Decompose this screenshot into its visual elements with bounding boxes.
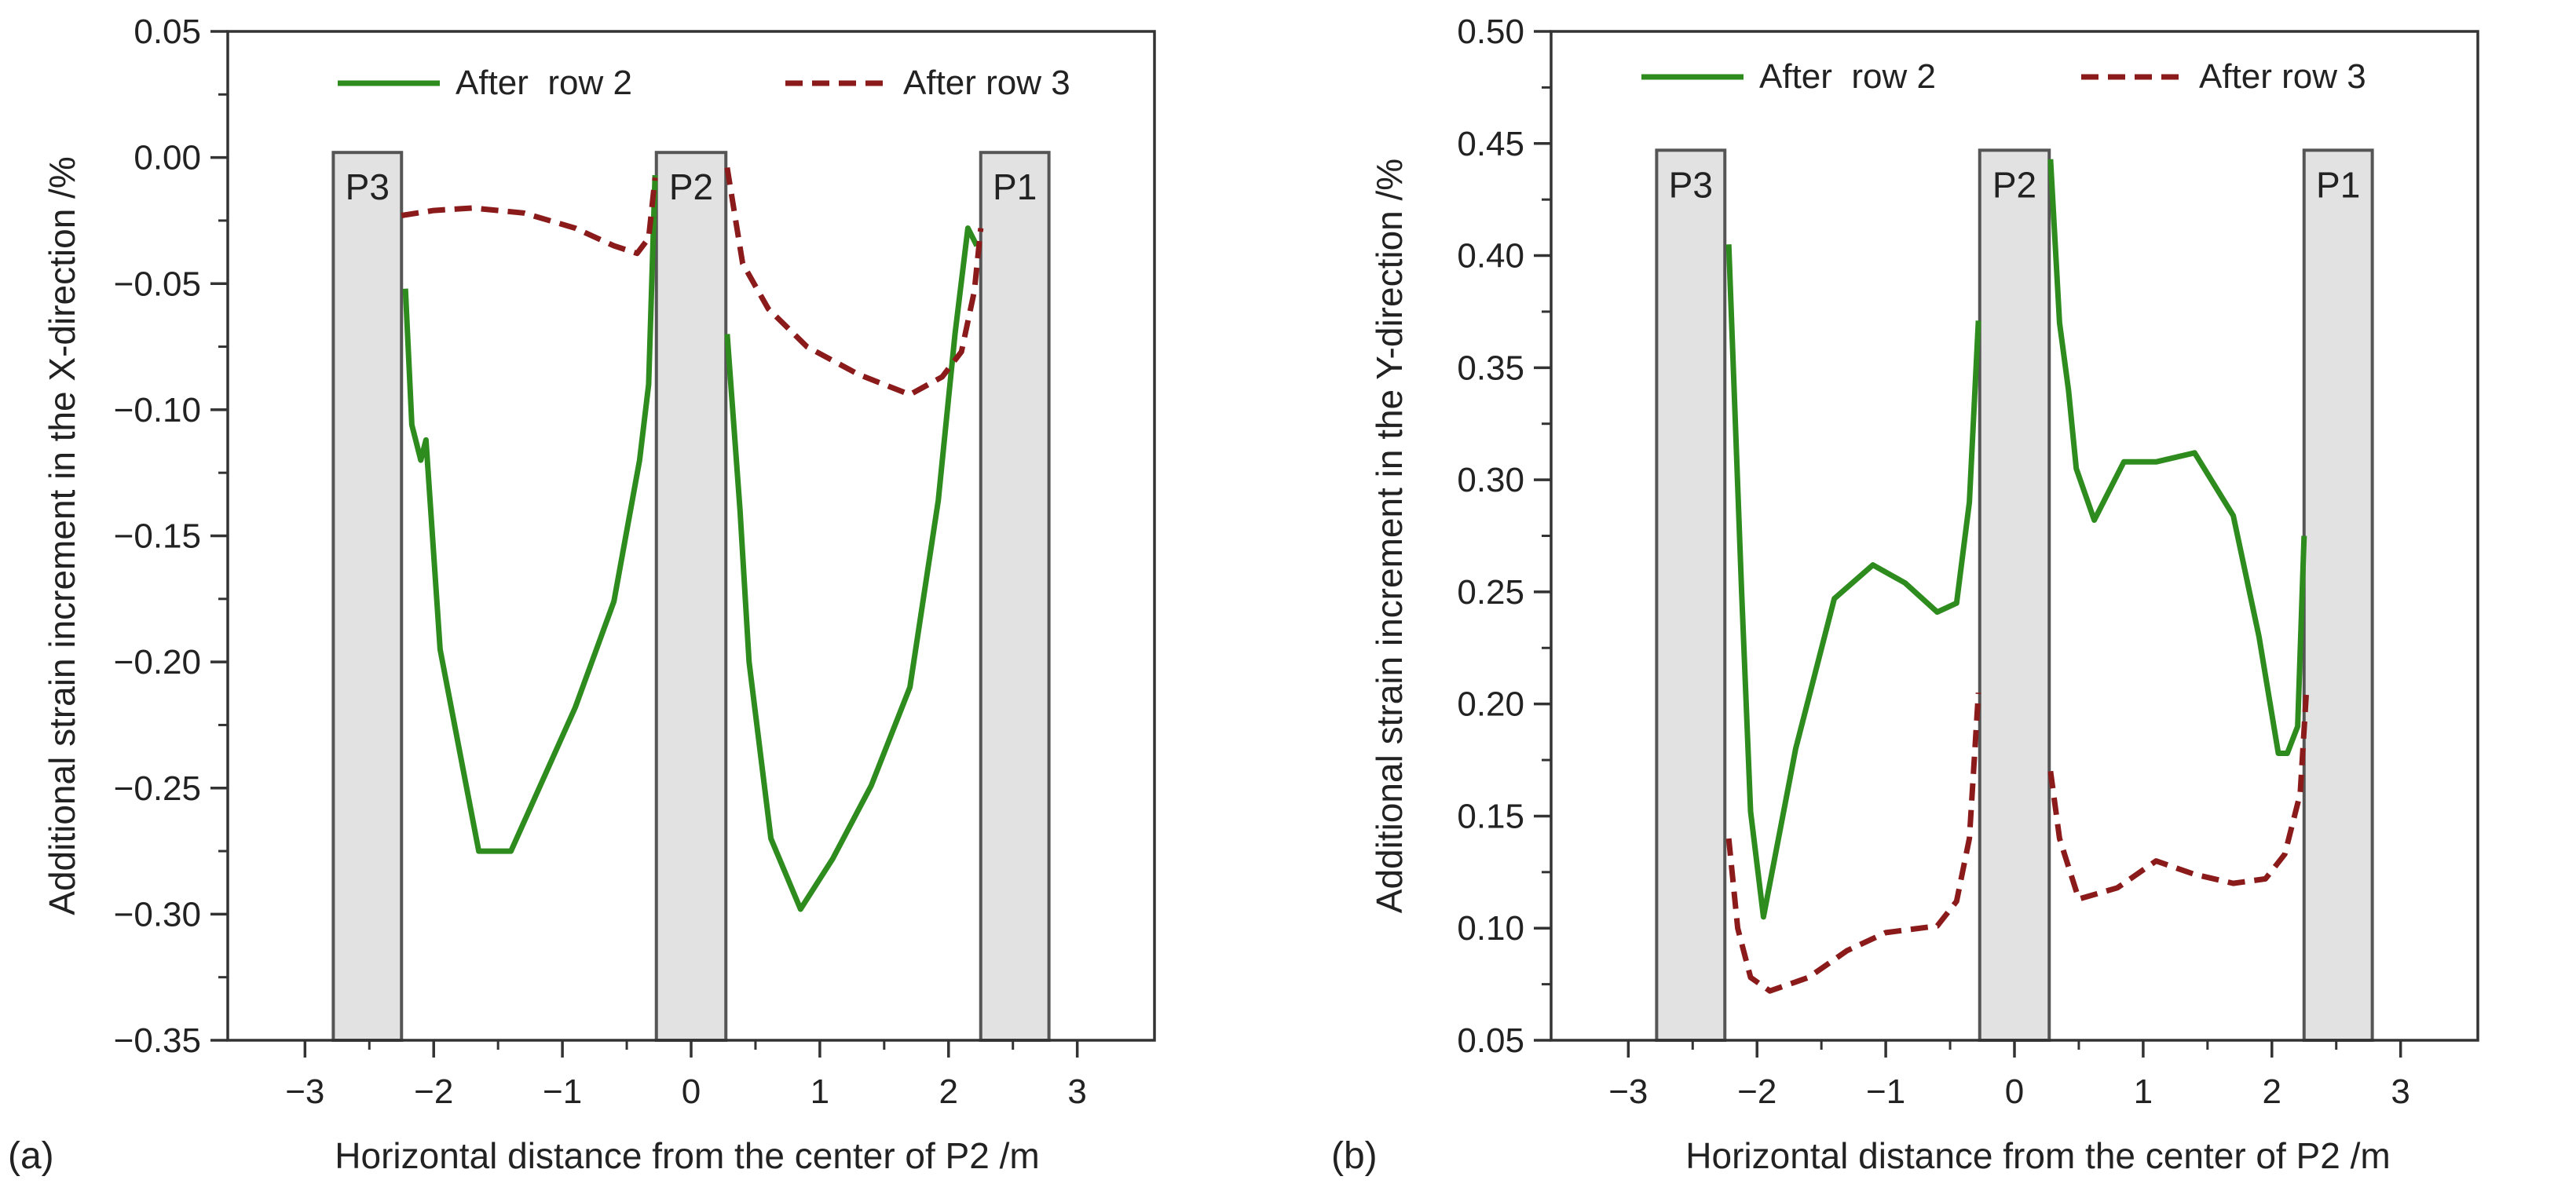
x-tick-label: 1 xyxy=(810,1072,829,1111)
y-tick-label: 0.25 xyxy=(1457,573,1524,612)
series-line-after-row-2-segment-1 xyxy=(402,174,658,854)
series-line-after-row-3-segment-2 xyxy=(2047,688,2310,902)
panel-b: P3 P2 P1 −3 −2 −1 0 1 2 3 0.500.450.400.350.300.… xyxy=(1331,13,2479,1177)
series-line-after-row-3-segment-1 xyxy=(401,177,658,257)
pile-label-p1: P1 xyxy=(993,166,1037,207)
x-tick-label: 0 xyxy=(682,1072,701,1111)
x-tick-label: 3 xyxy=(1067,1072,1086,1111)
pile-p1 xyxy=(2302,148,2374,1042)
y-tick-label: −0.05 xyxy=(114,265,201,303)
series-a xyxy=(401,166,984,912)
legend-label-after-row-3: After row 3 xyxy=(903,64,1070,102)
pile-p3 xyxy=(1655,148,1727,1042)
y-tick-label: 0.05 xyxy=(134,13,201,51)
y-tick-label: 0.35 xyxy=(1457,349,1524,387)
x-tick-label: −2 xyxy=(414,1072,453,1111)
panel-label-b: (b) xyxy=(1331,1135,1378,1177)
y-tick-label: 0.50 xyxy=(1457,13,1524,51)
y-tick-label: 0.10 xyxy=(1457,909,1524,948)
x-axis-title-a: Horizontal distance from the center of P… xyxy=(335,1135,1039,1176)
pile-label-p3: P3 xyxy=(1669,164,1713,205)
y-axis-title-b: Additional strain increment in the Y-dir… xyxy=(1369,159,1410,913)
y-axis-title-a: Additional strain increment in the X-dir… xyxy=(42,156,82,915)
piles-a: P3 P2 P1 xyxy=(331,151,1051,1043)
y-tick-label: −0.15 xyxy=(114,517,201,556)
series-line-after-row-3-segment-2 xyxy=(724,166,984,398)
y-tick-label: 0.30 xyxy=(1457,461,1524,499)
pile-label-p1: P1 xyxy=(2316,164,2360,205)
pile-p1 xyxy=(979,151,1051,1043)
y-tick-label: 0.20 xyxy=(1457,685,1524,724)
y-tick-label: 0.15 xyxy=(1457,797,1524,835)
series-line-after-row-2-segment-1 xyxy=(1725,244,1981,920)
panel-a: P3 P2 P1 −3 −2 −1 0 1 2 3 0.05 0.00 −0.05 −0.10 −0.1… xyxy=(8,13,1156,1177)
legend-label-after-row-3: After row 3 xyxy=(2199,57,2366,96)
y-tick-label: −0.10 xyxy=(114,391,201,429)
pile-p2 xyxy=(654,151,728,1043)
y-tick-label: 0.00 xyxy=(134,139,201,177)
pile-label-p2: P2 xyxy=(1992,164,2036,205)
x-tick-label: 2 xyxy=(2263,1072,2281,1111)
x-axis-ticks-b: −3 −2 −1 0 1 2 3 xyxy=(1608,1040,2410,1111)
y-tick-label: 0.40 xyxy=(1457,237,1524,276)
legend-label-after-row-2: After row 2 xyxy=(456,64,632,102)
pile-label-p2: P2 xyxy=(669,166,713,207)
y-tick-label: −0.30 xyxy=(114,895,201,933)
series-line-after-row-2-segment-2 xyxy=(2047,159,2307,756)
x-tick-label: −1 xyxy=(1866,1072,1905,1111)
pile-label-p3: P3 xyxy=(346,166,390,207)
pile-p2 xyxy=(1978,148,2051,1042)
x-axis-title-b: Horizontal distance from the center of P… xyxy=(1685,1135,2390,1176)
panel-label-a: (a) xyxy=(8,1135,54,1177)
y-tick-label: −0.35 xyxy=(114,1021,201,1060)
x-tick-label: 1 xyxy=(2134,1072,2153,1111)
x-tick-label: −3 xyxy=(1608,1072,1648,1111)
legend-label-after-row-2: After row 2 xyxy=(1759,57,1936,96)
y-axis-ticks-a: 0.05 0.00 −0.05 −0.10 −0.15 −0.20 −0.25 −0.30 −0… xyxy=(114,13,228,1060)
x-tick-label: −2 xyxy=(1737,1072,1776,1111)
x-tick-label: −1 xyxy=(543,1072,582,1111)
series-line-after-row-3-segment-1 xyxy=(1725,692,1981,994)
series-b xyxy=(1725,159,2310,994)
x-tick-label: 0 xyxy=(2005,1072,2024,1111)
series-line-after-row-2-segment-2 xyxy=(724,225,979,912)
x-tick-label: −3 xyxy=(285,1072,324,1111)
y-tick-label: 0.45 xyxy=(1457,125,1524,163)
y-axis-ticks-b: 0.50 0.45 0.40 0.35 0.30 0.25 0.20 0.15 0.10 0.05 xyxy=(1457,13,1551,1060)
pile-p3 xyxy=(331,151,404,1043)
x-tick-label: 3 xyxy=(2391,1072,2410,1111)
legend-a: After row 2 After row 3 xyxy=(338,64,1070,102)
x-axis-ticks-a: −3 −2 −1 0 1 2 3 xyxy=(285,1040,1087,1111)
legend-b: After row 2 After row 3 xyxy=(1641,57,2366,96)
x-tick-label: 2 xyxy=(939,1072,958,1111)
y-tick-label: 0.05 xyxy=(1457,1021,1524,1060)
y-tick-label: −0.20 xyxy=(114,643,201,681)
y-tick-label: −0.25 xyxy=(114,769,201,808)
